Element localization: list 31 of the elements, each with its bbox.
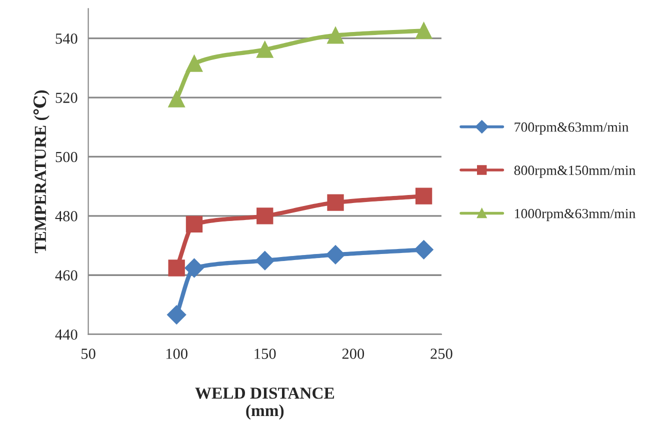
legend-label: 800rpm&150mm/min (514, 166, 636, 178)
point (255, 251, 274, 270)
point (186, 55, 203, 72)
y-tick-label: 500 (56, 152, 78, 162)
point (186, 216, 203, 233)
point (256, 41, 274, 58)
x-tick-label: 150 (254, 348, 276, 359)
point (327, 194, 344, 211)
x-axis-title: WELD DISTANCE (mm) (195, 388, 334, 420)
point (414, 240, 434, 260)
y-tick-label: 520 (56, 92, 78, 103)
point (415, 22, 432, 39)
point (167, 305, 186, 324)
point (327, 27, 344, 44)
y-tick-label: 460 (55, 270, 78, 281)
x-tick-label: 50 (82, 348, 96, 359)
legend-label: 700rpm&63mm/min (514, 122, 629, 135)
y-tick-label: 440 (55, 329, 78, 340)
point (326, 245, 346, 264)
x-tick-label: 100 (166, 348, 188, 359)
y-tick-label: 480 (55, 211, 78, 222)
point (415, 188, 432, 204)
x-tick-label: 250 (430, 348, 452, 359)
x-tick-label: 200 (342, 348, 364, 359)
point (184, 258, 204, 278)
y-axis-title: TEMPERATURE (℃) (33, 90, 50, 254)
y-tick-label: 540 (56, 33, 78, 44)
point (256, 208, 274, 224)
legend-label: 1000rpm&63mm/min (515, 208, 636, 222)
point (168, 90, 185, 108)
point (168, 260, 185, 276)
